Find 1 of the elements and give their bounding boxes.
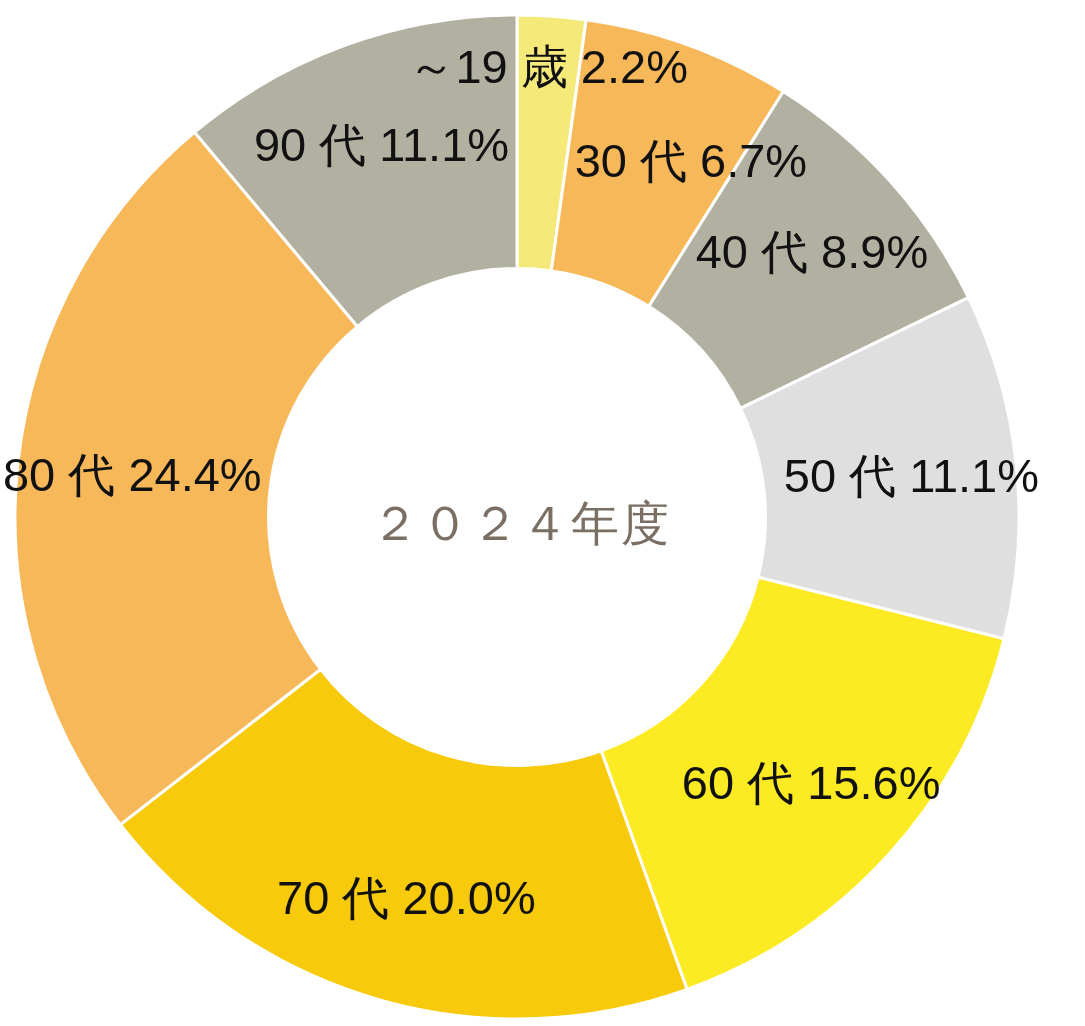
title: ２０２４年度 (371, 496, 671, 550)
